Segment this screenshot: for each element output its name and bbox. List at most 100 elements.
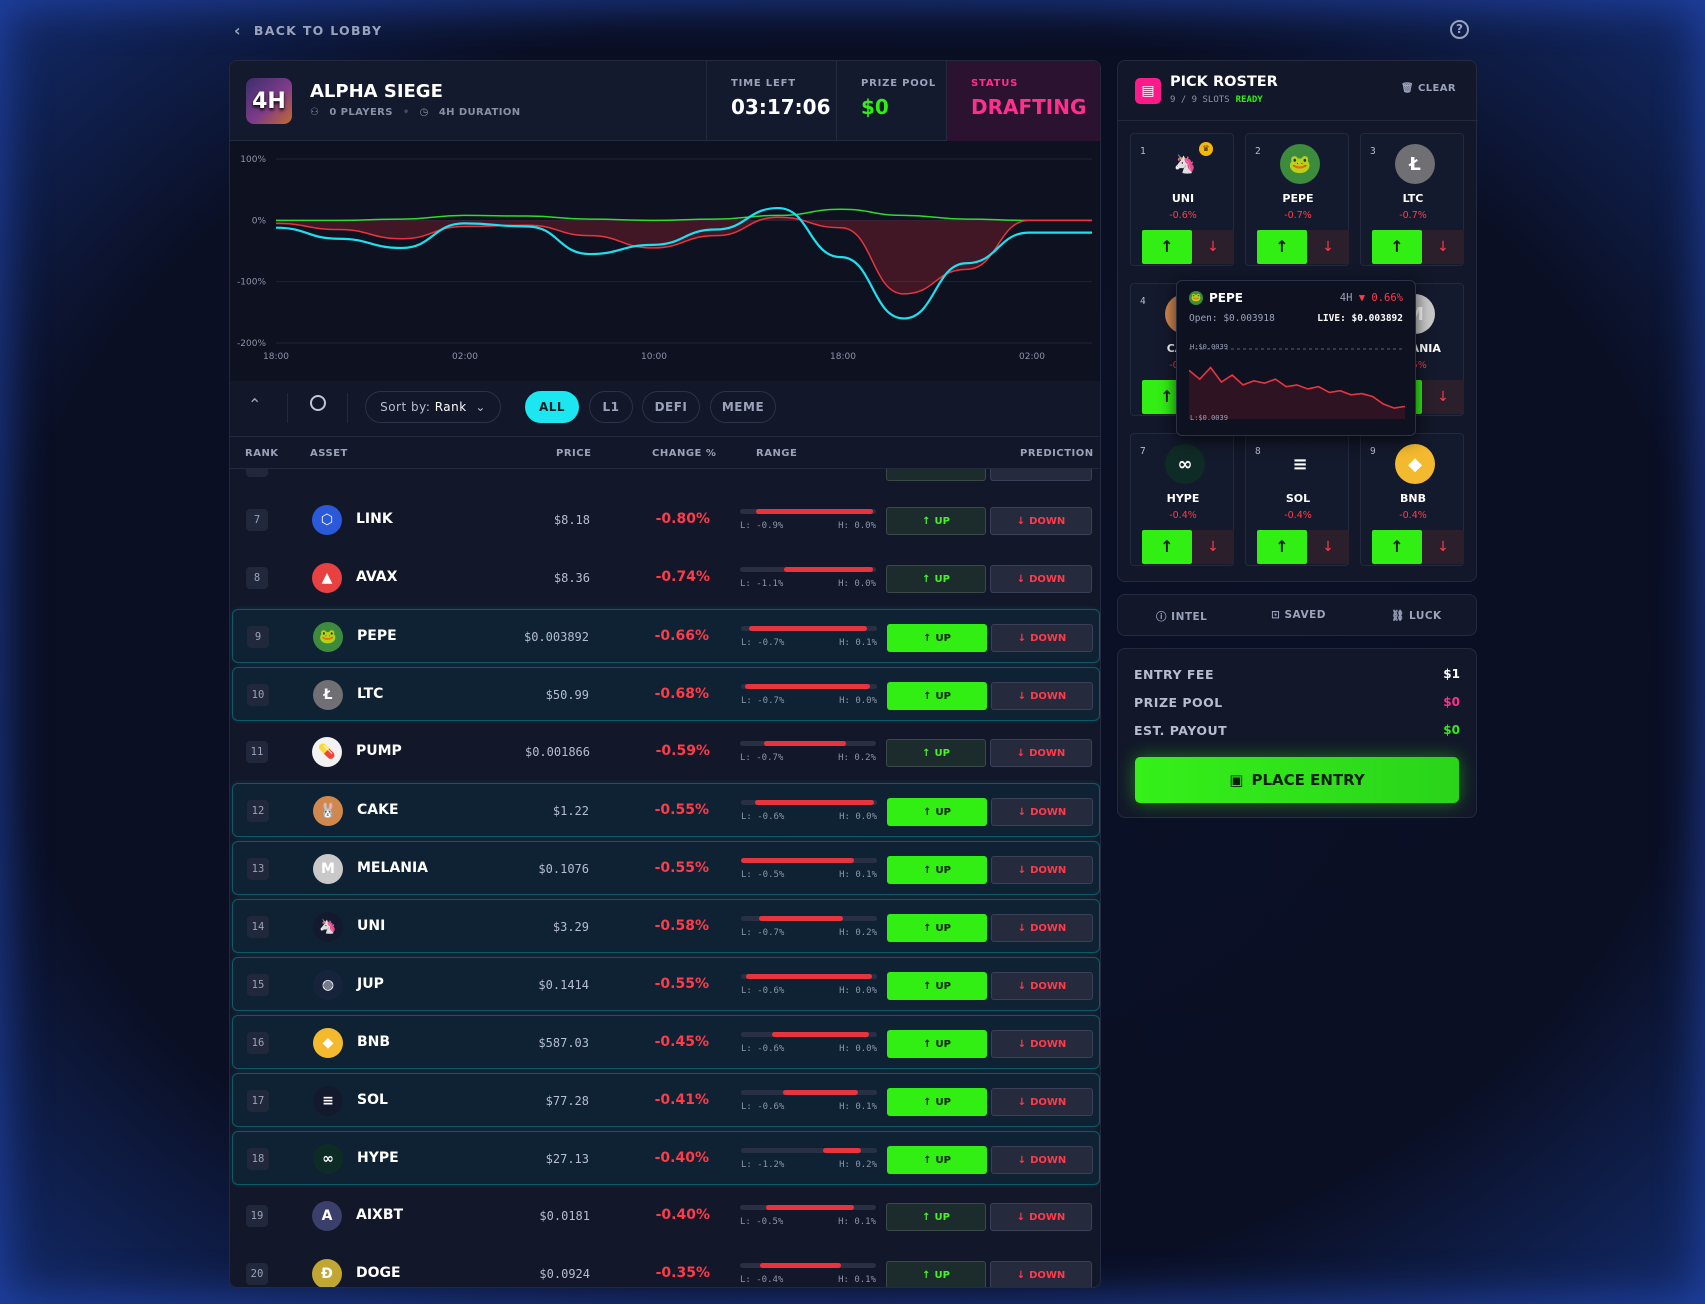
down-button[interactable]: ↓ DOWN — [990, 1203, 1092, 1231]
tab-luck[interactable]: ⛓ LUCK — [1391, 609, 1442, 622]
game-title: ALPHA SIEGE — [310, 81, 443, 102]
table-row[interactable]: 7 ⬡ LINK $8.18 -0.80% L: -0.9% H: 0.0% ↑… — [232, 493, 1100, 547]
filter-defi[interactable]: DEFI — [642, 391, 700, 423]
up-button[interactable]: ↑ UP — [887, 798, 987, 826]
slot-up-button[interactable]: ↑ — [1257, 530, 1307, 564]
up-button[interactable]: ↑ UP — [886, 507, 986, 535]
sort-dropdown[interactable]: Sort by: Rank ⌄ — [365, 391, 501, 423]
up-button[interactable]: ↑ UP — [887, 624, 987, 652]
roster-slot[interactable]: 3 Ł LTC -0.7% ↑ ↓ — [1360, 133, 1464, 266]
down-button[interactable]: ↓ DOWN — [991, 1088, 1093, 1116]
roster-slot[interactable]: 1 🦄 ♛ UNI -0.6% ↑ ↓ — [1130, 133, 1234, 266]
clear-button[interactable]: 🗑 CLEAR — [1401, 83, 1456, 94]
asset-change: -0.40% — [655, 1207, 710, 1223]
down-button[interactable]: ↓ DOWN — [991, 682, 1093, 710]
up-button[interactable]: ↑ UP — [886, 739, 986, 767]
down-label: DOWN — [1029, 573, 1066, 585]
slot-up-button[interactable]: ↑ — [1372, 230, 1422, 264]
rank-badge: 13 — [247, 858, 269, 880]
up-button[interactable]: ↑ UP — [887, 1088, 987, 1116]
filter-all[interactable]: ALL — [525, 391, 579, 423]
down-button[interactable]: ↓ DOWN — [991, 1146, 1093, 1174]
up-button[interactable] — [886, 469, 986, 481]
roster-slot[interactable]: 9 ◆ BNB -0.4% ↑ ↓ — [1360, 433, 1464, 566]
table-row[interactable]: 10 Ł LTC $50.99 -0.68% L: -0.7% H: 0.0% … — [232, 667, 1100, 721]
roster-slot[interactable]: 2 🐸 PEPE -0.7% ↑ ↓ — [1245, 133, 1349, 266]
asset-symbol: MELANIA — [357, 860, 429, 876]
y-tick-label: 100% — [240, 155, 266, 165]
slot-down-button[interactable]: ↓ — [1422, 530, 1464, 564]
col-prediction: PREDICTION — [1020, 448, 1094, 459]
table-row[interactable]: 14 🦄 UNI $3.29 -0.58% L: -0.7% H: 0.2% ↑… — [232, 899, 1100, 953]
slot-down-button[interactable]: ↓ — [1307, 530, 1349, 564]
slot-down-button[interactable]: ↓ — [1307, 230, 1349, 264]
table-row[interactable]: 9 🐸 PEPE $0.003892 -0.66% L: -0.7% H: 0.… — [232, 609, 1100, 663]
up-button[interactable]: ↑ UP — [887, 682, 987, 710]
down-button[interactable]: ↓ DOWN — [991, 624, 1093, 652]
slot-up-button[interactable]: ↑ — [1257, 230, 1307, 264]
down-button[interactable]: ↓ DOWN — [990, 739, 1092, 767]
search-icon[interactable] — [310, 395, 326, 411]
up-button[interactable]: ↑ UP — [887, 914, 987, 942]
down-button[interactable]: ↓ DOWN — [990, 1261, 1092, 1287]
down-button[interactable] — [990, 469, 1092, 481]
up-button[interactable]: ↑ UP — [887, 1030, 987, 1058]
up-button[interactable]: ↑ UP — [886, 1261, 986, 1287]
table-row[interactable]: 19 A AIXBT $0.0181 -0.40% L: -0.5% H: 0.… — [232, 1189, 1100, 1243]
slot-down-button[interactable]: ↓ — [1192, 530, 1234, 564]
tab-saved[interactable]: ⊡ SAVED — [1271, 609, 1326, 621]
asset-symbol: UNI — [357, 918, 386, 934]
filter-l1[interactable]: L1 — [589, 391, 633, 423]
up-button[interactable]: ↑ UP — [886, 565, 986, 593]
tab-intel[interactable]: ⓘ INTEL — [1156, 609, 1207, 624]
table-row[interactable]: 16 ◆ BNB $587.03 -0.45% L: -0.6% H: 0.0%… — [232, 1015, 1100, 1069]
table-row[interactable]: 11 💊 PUMP $0.001866 -0.59% L: -0.7% H: 0… — [232, 725, 1100, 779]
down-button[interactable]: ↓ DOWN — [991, 856, 1093, 884]
back-to-lobby-link[interactable]: ‹ BACK TO LOBBY — [234, 21, 382, 40]
table-row[interactable]: 17 ≡ SOL $77.28 -0.41% L: -0.6% H: 0.1% … — [232, 1073, 1100, 1127]
table-row[interactable]: 13 M MELANIA $0.1076 -0.55% L: -0.5% H: … — [232, 841, 1100, 895]
up-button[interactable]: ↑ UP — [886, 1203, 986, 1231]
up-button[interactable]: ↑ UP — [887, 972, 987, 1000]
slot-up-button[interactable]: ↑ — [1372, 530, 1422, 564]
roster-subtitle: 9 / 9 SLOTS READY — [1170, 95, 1263, 105]
tooltip-high: H:$0.0039 — [1190, 343, 1228, 351]
slot-number: 9 — [1370, 446, 1376, 457]
collapse-chevron-icon[interactable]: ⌃ — [248, 395, 262, 414]
tab-intel-label: INTEL — [1171, 611, 1208, 623]
help-icon[interactable]: ? — [1450, 20, 1469, 39]
filter-meme[interactable]: MEME — [710, 391, 776, 423]
roster-slot[interactable]: 7 ∞ HYPE -0.4% ↑ ↓ — [1130, 433, 1234, 566]
up-button[interactable]: ↑ UP — [887, 856, 987, 884]
jup-icon: ◍ — [313, 970, 343, 1000]
slot-up-button[interactable]: ↑ — [1142, 530, 1192, 564]
slot-down-button[interactable]: ↓ — [1422, 380, 1464, 414]
slot-down-button[interactable]: ↓ — [1422, 230, 1464, 264]
down-label: DOWN — [1030, 1038, 1067, 1050]
rank-badge: 9 — [247, 626, 269, 648]
up-button[interactable]: ↑ UP — [887, 1146, 987, 1174]
range-indicator: L: -0.6% H: 0.1% — [741, 1090, 877, 1118]
down-button[interactable]: ↓ DOWN — [991, 914, 1093, 942]
down-button[interactable]: ↓ DOWN — [991, 972, 1093, 1000]
table-row[interactable]: 12 🐰 CAKE $1.22 -0.55% L: -0.6% H: 0.0% … — [232, 783, 1100, 837]
table-row[interactable]: 20 Ð DOGE $0.0924 -0.35% L: -0.4% H: 0.1… — [232, 1247, 1100, 1287]
place-entry-button[interactable]: ▣ PLACE ENTRY — [1135, 757, 1459, 803]
down-button[interactable]: ↓ DOWN — [991, 798, 1093, 826]
table-row[interactable] — [232, 469, 1100, 493]
range-low: L: -0.5% — [740, 1217, 784, 1227]
crown-icon: ♛ — [1199, 142, 1213, 156]
roster-slot[interactable]: 8 ≡ SOL -0.4% ↑ ↓ — [1245, 433, 1349, 566]
down-button[interactable]: ↓ DOWN — [990, 507, 1092, 535]
col-range: RANGE — [756, 448, 798, 459]
uni-icon: 🦄 — [313, 912, 343, 942]
slot-up-button[interactable]: ↑ — [1142, 230, 1192, 264]
down-button[interactable]: ↓ DOWN — [991, 1030, 1093, 1058]
table-row[interactable]: 8 ▲ AVAX $8.36 -0.74% L: -1.1% H: 0.0% ↑… — [232, 551, 1100, 605]
table-row[interactable]: 15 ◍ JUP $0.1414 -0.55% L: -0.6% H: 0.0%… — [232, 957, 1100, 1011]
down-button[interactable]: ↓ DOWN — [990, 565, 1092, 593]
table-row[interactable]: 18 ∞ HYPE $27.13 -0.40% L: -1.2% H: 0.2%… — [232, 1131, 1100, 1185]
rank-badge: 10 — [247, 684, 269, 706]
slot-down-button[interactable]: ↓ — [1192, 230, 1234, 264]
asset-symbol: LINK — [356, 511, 393, 527]
